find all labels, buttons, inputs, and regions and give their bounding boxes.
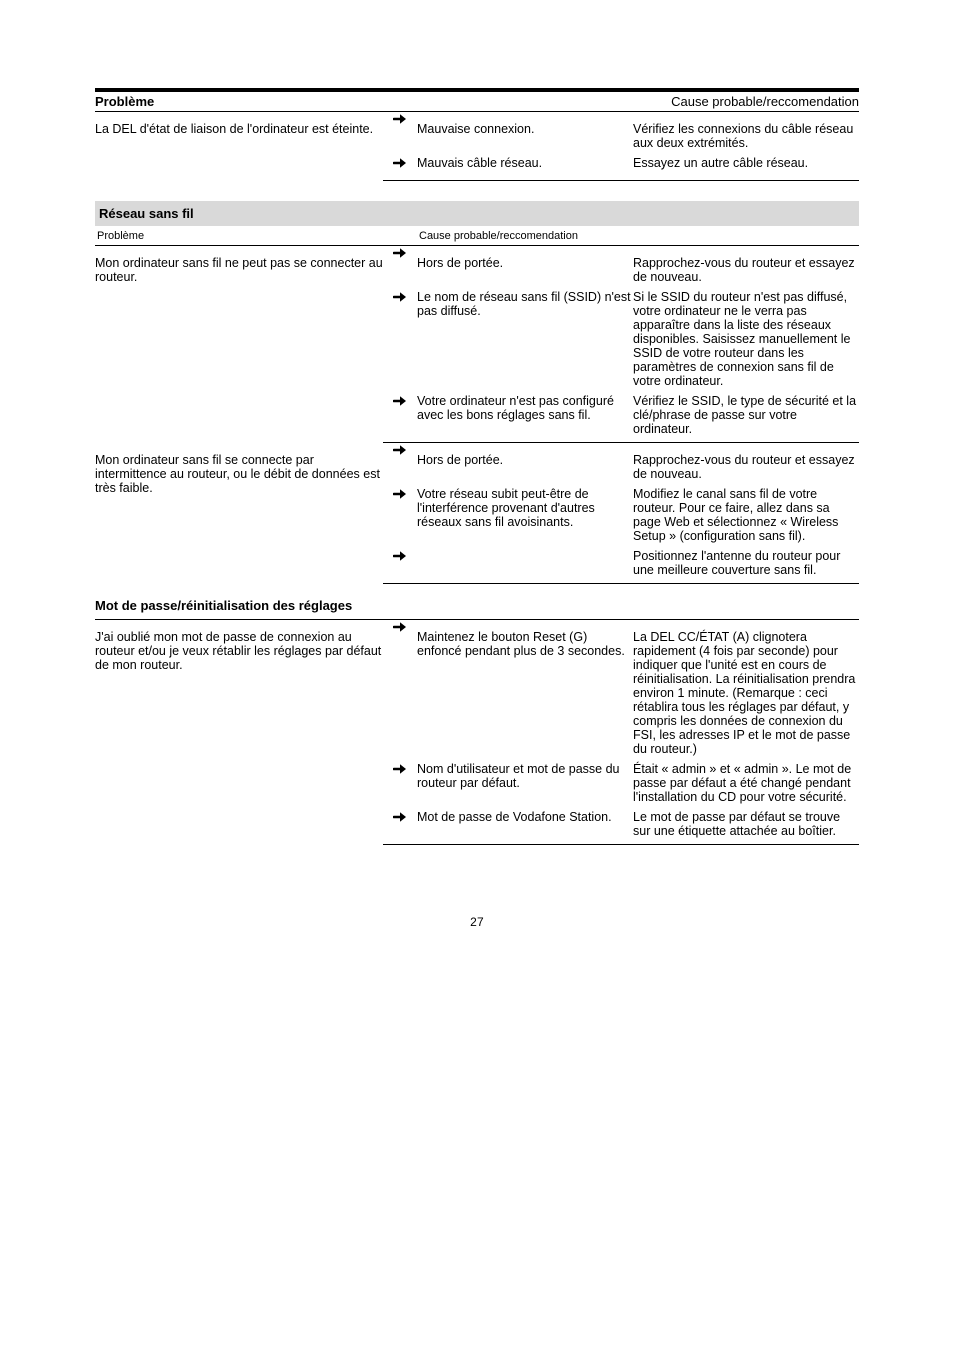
recommendation-cell: Essayez un autre câble réseau. (633, 156, 859, 181)
header-cause-cell: Cause probable/reccomendation (417, 226, 859, 246)
arrow-right-icon (383, 290, 417, 394)
cause-cell: Hors de portée. (417, 246, 633, 291)
cause-cell: Mauvaise connexion. (417, 112, 633, 156)
table-header-row: Problème Cause probable/reccomendation (95, 226, 859, 246)
recommendation-cell: Le mot de passe par défaut se trouve sur… (633, 810, 859, 845)
arrow-right-icon (383, 549, 417, 584)
arrow-right-icon (383, 246, 417, 291)
recommendation-cell: Positionnez l'antenne du routeur pour un… (633, 549, 859, 584)
arrow-right-icon (383, 156, 417, 181)
recommendation-cell: Vérifiez les connexions du câble réseau … (633, 112, 859, 156)
cause-cell: Votre réseau subit peut-être de l'interf… (417, 487, 633, 549)
problem-cell: Mon ordinateur sans fil ne peut pas se c… (95, 246, 383, 443)
arrow-right-icon (383, 620, 417, 762)
cause-cell (417, 549, 633, 584)
troubleshooting-table: La DEL d'état de liaison de l'ordinateur… (95, 112, 859, 181)
column-headers: Problème Cause probable/reccomendation (95, 92, 859, 112)
problem-cell: J'ai oublié mon mot de passe de connexio… (95, 620, 383, 845)
recommendation-cell: La DEL CC/ÉTAT (A) clignotera rapidement… (633, 620, 859, 762)
arrow-right-icon (383, 394, 417, 443)
recommendation-cell: Vérifiez le SSID, le type de sécurité et… (633, 394, 859, 443)
recommendation-cell: Rapprochez-vous du routeur et essayez de… (633, 246, 859, 291)
arrow-right-icon (383, 810, 417, 845)
recommendation-cell: Était « admin » et « admin ». Le mot de … (633, 762, 859, 810)
header-cause: Cause probable/reccomendation (671, 94, 859, 109)
recommendation-cell: Rapprochez-vous du routeur et essayez de… (633, 443, 859, 488)
problem-cell: La DEL d'état de liaison de l'ordinateur… (95, 112, 383, 181)
header-problem-cell: Problème (95, 226, 383, 246)
section-band: Réseau sans fil (95, 201, 859, 226)
recommendation-cell: Si le SSID du routeur n'est pas diffusé,… (633, 290, 859, 394)
cause-cell: Mauvais câble réseau. (417, 156, 633, 181)
troubleshooting-table: J'ai oublié mon mot de passe de connexio… (95, 620, 859, 845)
section-heading: Mot de passe/réinitialisation des réglag… (95, 584, 859, 620)
cause-cell: Mot de passe de Vodafone Station. (417, 810, 633, 845)
cause-cell: Hors de portée. (417, 443, 633, 488)
header-problem: Problème (95, 94, 154, 109)
cause-cell: Maintenez le bouton Reset (G) enfoncé pe… (417, 620, 633, 762)
cause-cell: Nom d'utilisateur et mot de passe du rou… (417, 762, 633, 810)
troubleshooting-table: Problème Cause probable/reccomendation Mon… (95, 226, 859, 584)
arrow-right-icon (383, 112, 417, 156)
page-number: 27 (95, 915, 859, 929)
arrow-right-icon (383, 762, 417, 810)
cause-cell: Votre ordinateur n'est pas configuré ave… (417, 394, 633, 443)
problem-cell: Mon ordinateur sans fil se connecte par … (95, 443, 383, 584)
recommendation-cell: Modifiez le canal sans fil de votre rout… (633, 487, 859, 549)
arrow-right-icon (383, 487, 417, 549)
arrow-right-icon (383, 443, 417, 488)
cause-cell: Le nom de réseau sans fil (SSID) n'est p… (417, 290, 633, 394)
